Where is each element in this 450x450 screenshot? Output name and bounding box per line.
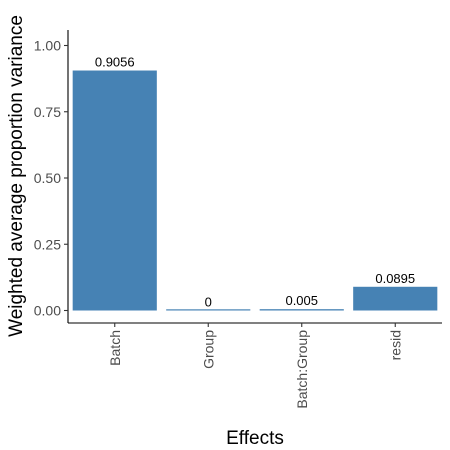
x-tick-label: Batch:Group (294, 330, 310, 409)
data-label: 0.005 (285, 293, 318, 308)
y-tick-label: 0.50 (34, 170, 61, 186)
bar-resid (353, 286, 438, 311)
y-tick-label: 0.75 (34, 104, 61, 120)
x-tick-label: resid (387, 330, 403, 360)
data-label: 0.9056 (95, 55, 135, 70)
bar-batch (72, 70, 157, 311)
y-axis-title: Weighted average proportion variance (6, 15, 27, 337)
data-label: 0 (205, 295, 212, 310)
bar-group (166, 309, 251, 311)
bar-batch-group (259, 309, 344, 311)
bars-layer (72, 70, 438, 311)
x-axis-title: Effects (226, 428, 284, 449)
data-labels-layer: 0.9056 0 0.005 0.0895 (95, 55, 415, 310)
y-tick-label: 1.00 (34, 38, 61, 54)
data-label: 0.0895 (375, 271, 415, 286)
x-tick-label: Group (200, 330, 216, 369)
y-tick-label: 0.25 (34, 236, 61, 252)
y-ticks-layer: 0.00 0.25 0.50 0.75 1.00 (34, 38, 68, 319)
x-tick-label: Batch (107, 330, 123, 366)
x-ticks-layer: Batch Group Batch:Group resid (107, 323, 403, 409)
y-tick-label: 0.00 (34, 303, 61, 319)
